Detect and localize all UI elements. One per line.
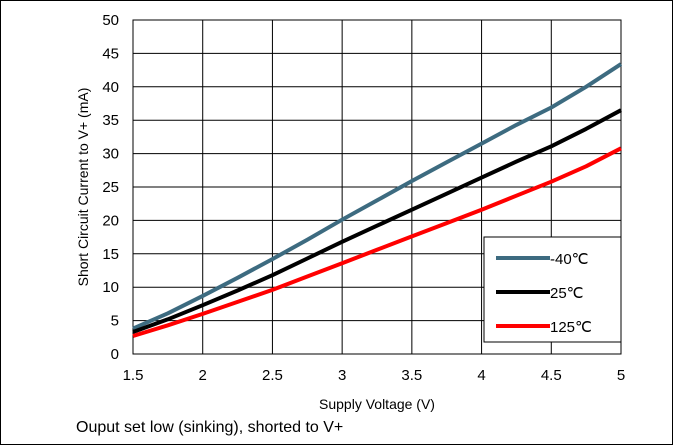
y-tick-label: 10 xyxy=(102,279,119,296)
x-axis-label: Supply Voltage (V) xyxy=(319,396,435,412)
x-tick-label: 3 xyxy=(338,367,346,384)
y-tick-label: 5 xyxy=(111,313,119,330)
legend-label: 25℃ xyxy=(550,285,584,302)
y-tick-labels: 0 5 10 15 20 25 30 35 40 45 50 xyxy=(102,12,119,363)
series-line-2 xyxy=(132,146,622,338)
x-tick-label: 2 xyxy=(199,367,207,384)
x-tick-label: 4.5 xyxy=(541,367,562,384)
y-tick-label: 30 xyxy=(102,146,119,163)
legend-label: -40℃ xyxy=(550,251,589,268)
series-line-1 xyxy=(132,108,622,334)
y-tick-label: 35 xyxy=(102,112,119,129)
series-line-0 xyxy=(132,62,623,331)
y-tick-label: 0 xyxy=(111,346,119,363)
x-tick-label: 3.5 xyxy=(401,367,422,384)
legend-label: 125℃ xyxy=(550,319,592,336)
legend: -40℃ 25℃ 125℃ xyxy=(483,236,622,343)
plot-area xyxy=(132,19,622,355)
chart-caption: Ouput set low (sinking), shorted to V+ xyxy=(76,419,344,436)
y-axis-label: Short Circuit Current to V+ (mA) xyxy=(75,88,91,287)
y-tick-label: 25 xyxy=(102,179,119,196)
y-tick-label: 15 xyxy=(102,246,119,263)
x-tick-label: 4 xyxy=(477,367,485,384)
x-tick-label: 2.5 xyxy=(262,367,283,384)
series-layer xyxy=(132,62,623,338)
y-tick-label: 45 xyxy=(102,45,119,62)
x-tick-label: 5 xyxy=(617,367,625,384)
x-tick-labels: 1.5 2 2.5 3 3.5 4 4.5 5 xyxy=(123,367,626,384)
y-tick-label: 50 xyxy=(102,12,119,29)
y-tick-label: 20 xyxy=(102,212,119,229)
x-tick-label: 1.5 xyxy=(123,367,144,384)
y-tick-label: 40 xyxy=(102,79,119,96)
